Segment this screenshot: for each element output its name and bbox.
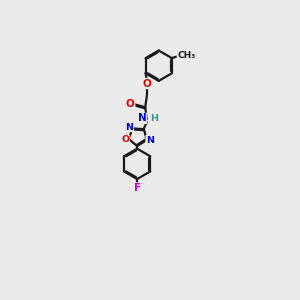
Text: O: O: [121, 135, 129, 144]
Text: N: N: [138, 113, 147, 123]
Text: N: N: [125, 122, 134, 131]
Text: CH₃: CH₃: [177, 51, 196, 60]
Text: O: O: [126, 99, 135, 109]
Text: O: O: [142, 79, 151, 88]
Text: N: N: [146, 136, 154, 145]
Text: H: H: [150, 114, 158, 123]
Text: F: F: [134, 183, 141, 193]
